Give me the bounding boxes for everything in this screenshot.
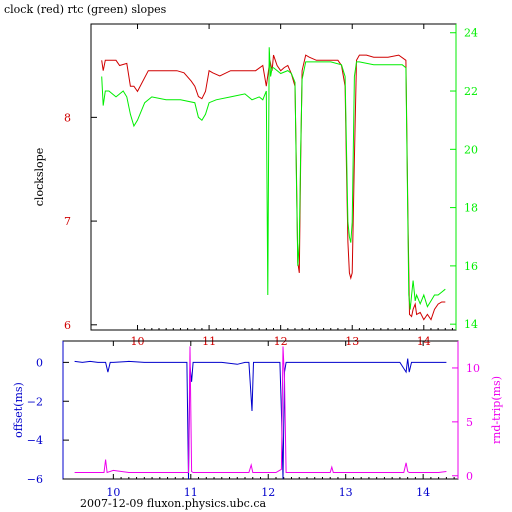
offset-y2-tick-label: 0 — [466, 470, 473, 483]
offset-y-tick-label: −2 — [27, 395, 43, 408]
offset-x-tick-label: 14 — [416, 486, 430, 499]
offset-x-tick-label: 12 — [261, 486, 275, 499]
slope-y-tick-label: 6 — [64, 319, 71, 332]
offset-y-axis-label: offset(ms) — [12, 382, 25, 438]
slope-y2-tick-label: 16 — [464, 260, 478, 273]
slope-y2-tick-label: 14 — [464, 318, 478, 331]
offset-y-tick-label: −4 — [27, 434, 43, 447]
offset-y-tick-label: −6 — [27, 473, 43, 486]
slope-y2-tick-label: 22 — [464, 85, 478, 98]
offset-y2-tick-label: 10 — [466, 362, 480, 375]
offset-y2-axis-label: rnd-trip(ms) — [490, 376, 503, 444]
slope-y-axis-label: clockslope — [33, 148, 46, 206]
slope-y-tick-label: 7 — [64, 215, 71, 228]
series-line-clock — [101, 54, 446, 321]
slope-plot-frame — [90, 23, 457, 331]
series-line-rndtrip — [74, 346, 447, 474]
offset-x-tick-label: 13 — [339, 486, 353, 499]
slope-y2-tick-label: 18 — [464, 202, 478, 215]
footer-host-date: 2007-12-09 fluxon.physics.ubc.ca — [80, 497, 267, 510]
series-line-offset — [74, 358, 447, 480]
offset-y2-tick-label: 5 — [466, 416, 473, 429]
chart-title: clock (red) rtc (green) slopes — [4, 3, 167, 16]
offset-y-tick-label: 0 — [36, 356, 43, 369]
offset-x-tick-label: 10 — [106, 486, 120, 499]
slope-y-tick-label: 8 — [64, 111, 71, 124]
slope-y2-tick-label: 20 — [464, 143, 478, 156]
series-line-rtc — [101, 47, 446, 310]
slope-y2-tick-label: 24 — [464, 27, 478, 40]
offset-x-tick-label: 11 — [184, 486, 198, 499]
